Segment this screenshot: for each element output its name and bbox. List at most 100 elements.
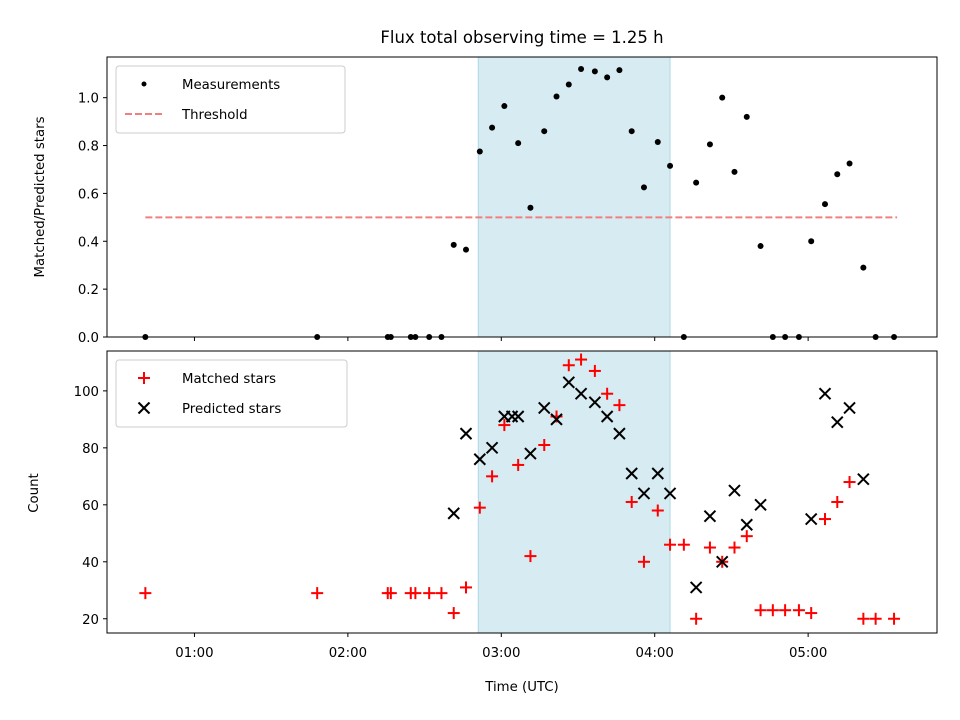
- predicted-star-marker: [485, 441, 499, 455]
- measurement-point: [834, 171, 841, 178]
- matched-star-marker: [740, 530, 753, 543]
- matched-star-marker: [524, 550, 537, 563]
- legend: Measurements Threshold: [115, 65, 346, 134]
- measurement-point: [591, 68, 598, 75]
- matched-star-marker: [637, 555, 650, 568]
- matched-star-marker: [754, 604, 767, 617]
- matched-star-marker: [613, 399, 626, 412]
- measurement-point: [578, 65, 585, 72]
- matched-star-marker: [588, 364, 601, 377]
- matched-star-marker: [575, 353, 588, 366]
- legend: Matched stars Predicted stars: [115, 359, 348, 428]
- predicted-star-marker: [524, 447, 537, 460]
- predicted-star-marker: [754, 498, 767, 512]
- measurement-point: [565, 81, 572, 88]
- y-tick-label: 0.4: [78, 235, 99, 250]
- predicted-star-marker: [818, 387, 832, 400]
- measurement-point: [541, 128, 548, 135]
- measurement-point: [501, 103, 508, 110]
- predicted-star-marker: [728, 484, 741, 497]
- predicted-star-marker: [588, 396, 602, 409]
- y-tick-label: 0.2: [78, 283, 99, 298]
- measurement-point: [808, 238, 815, 245]
- y-tick-label: 60: [82, 499, 99, 514]
- matched-star-marker: [447, 607, 460, 620]
- x-tick-label: 03:00: [482, 646, 520, 661]
- matched-star-marker: [805, 607, 818, 620]
- shaded-interval: [477, 350, 671, 634]
- y-tick-label: 20: [82, 613, 99, 628]
- chart-title: Flux total observing time = 1.25 h: [380, 28, 663, 47]
- measurement-point: [719, 94, 726, 101]
- matched-star-marker: [728, 541, 741, 554]
- predicted-star-marker: [831, 416, 844, 429]
- predicted-star-marker: [804, 512, 818, 526]
- matched-star-marker: [888, 612, 901, 625]
- measurement-point: [654, 138, 661, 145]
- matched-star-marker: [831, 495, 844, 508]
- measurement-point: [731, 168, 738, 175]
- legend-item: Threshold: [125, 108, 248, 123]
- predicted-star-marker: [600, 410, 614, 423]
- measurement-point: [640, 184, 647, 191]
- legend-item: Matched stars: [138, 372, 276, 387]
- measurement-point: [667, 162, 674, 169]
- predicted-star-marker: [625, 467, 638, 480]
- x-axis-label: Time (UTC): [484, 680, 559, 695]
- bottom-ylabel: Count: [27, 473, 42, 513]
- top-ylabel: Matched/Predicted stars: [33, 116, 48, 277]
- measurement-point: [450, 241, 457, 248]
- x-tick-label: 01:00: [175, 646, 213, 661]
- measurement-point: [515, 140, 522, 147]
- y-tick-label: 80: [82, 442, 99, 457]
- measurement-point: [706, 141, 713, 148]
- predicted-star-marker: [703, 510, 717, 523]
- predicted-star-marker: [613, 427, 626, 440]
- legend-label: Matched stars: [182, 372, 276, 387]
- matched-star-marker: [409, 587, 422, 600]
- matched-star-marker: [792, 604, 805, 617]
- matched-star-marker: [498, 419, 511, 432]
- matched-star-marker: [562, 359, 575, 372]
- matched-star-marker: [690, 612, 703, 625]
- predicted-star-marker: [716, 555, 729, 568]
- measurement-point: [616, 67, 623, 74]
- matched-star-marker: [486, 470, 499, 483]
- matched-star-marker: [766, 604, 779, 617]
- matched-star-marker: [869, 612, 882, 625]
- measurement-point: [527, 204, 534, 211]
- legend-marker: [138, 372, 150, 384]
- measurement-point: [693, 179, 700, 186]
- x-tick-label: 04:00: [636, 646, 674, 661]
- shaded-interval: [477, 56, 671, 338]
- top-panel: 0.0 0.2 0.4 0.6 0.8 1.0 Measurements Threshold: [78, 56, 938, 346]
- matched-star-marker: [435, 587, 448, 600]
- measurement-point: [860, 264, 867, 271]
- y-tick-label: 0.8: [78, 140, 99, 155]
- measurement-point: [822, 201, 829, 208]
- measurement-point: [757, 243, 764, 250]
- predicted-star-marker: [538, 401, 551, 415]
- matched-star-marker: [538, 439, 551, 451]
- y-tick-label: 40: [82, 556, 99, 571]
- y-tick-label: 1.0: [78, 92, 99, 107]
- legend-box: [115, 359, 348, 428]
- matched-star-marker: [664, 538, 677, 551]
- measurement-point: [743, 113, 750, 120]
- bottom-panel: 20 40 60 80 100 01:00 02:00 03:00 04:00 05:00 Matc…: [74, 350, 938, 661]
- y-tick-label: 100: [74, 385, 99, 400]
- axes-frame: [106, 56, 938, 338]
- measurement-point: [553, 93, 560, 100]
- predicted-star-marker: [447, 507, 460, 520]
- predicted-star-marker: [740, 518, 753, 531]
- measurement-point: [463, 246, 470, 253]
- y-tick-label: 0.6: [78, 187, 99, 202]
- legend-item: Measurements: [141, 78, 280, 93]
- predicted-star-marker: [550, 413, 563, 426]
- matched-star-marker: [703, 541, 716, 554]
- predicted-star-marker: [651, 467, 664, 480]
- legend-label: Measurements: [182, 78, 280, 93]
- legend-marker: [141, 81, 147, 87]
- matched-star-marker: [819, 513, 832, 526]
- matched-star-marker: [625, 495, 638, 508]
